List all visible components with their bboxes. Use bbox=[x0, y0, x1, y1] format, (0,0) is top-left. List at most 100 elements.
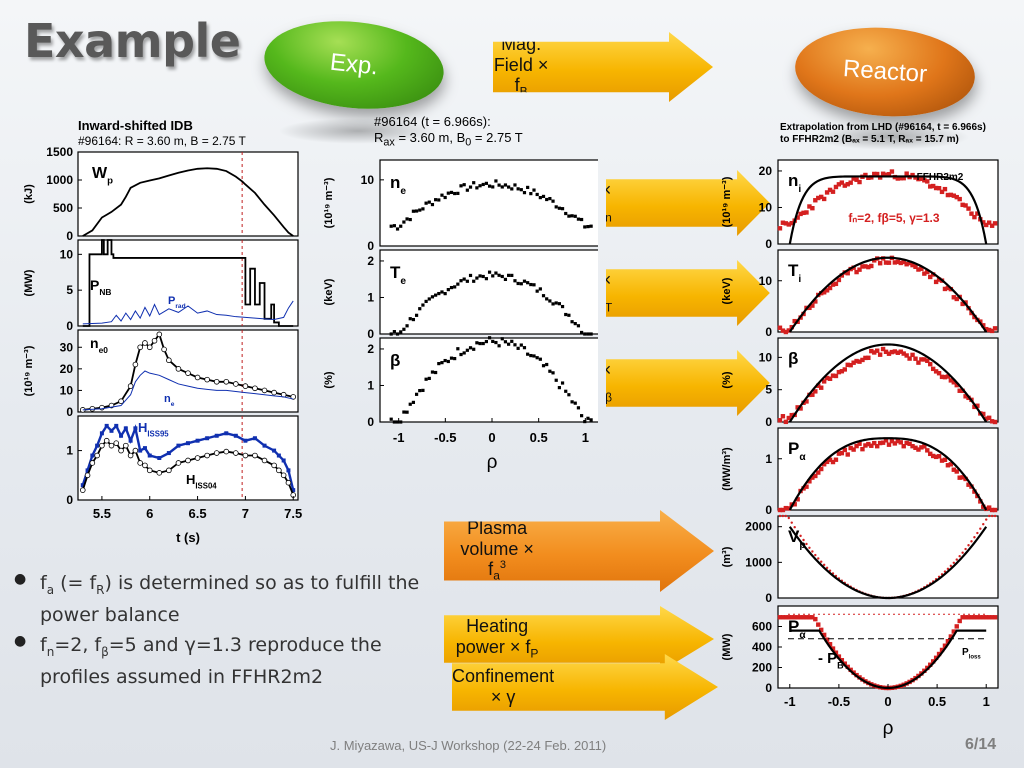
data-point bbox=[507, 185, 511, 189]
data-point bbox=[123, 426, 128, 431]
x-tick-label: 0.5 bbox=[530, 430, 548, 445]
data-point bbox=[114, 423, 119, 428]
bullet-item: fa (= fR) is determined so as to fulfill… bbox=[14, 568, 434, 630]
data-point bbox=[446, 359, 450, 364]
data-point bbox=[816, 622, 821, 627]
data-point bbox=[516, 187, 520, 191]
profile-label: ni bbox=[788, 171, 801, 195]
arrow-fT: × fT bbox=[606, 260, 770, 326]
data-point bbox=[186, 441, 190, 446]
data-point bbox=[933, 454, 939, 460]
data-point bbox=[851, 360, 856, 365]
data-point bbox=[866, 264, 871, 270]
data-point bbox=[814, 553, 817, 557]
data-point bbox=[443, 292, 447, 296]
y-tick-label: 2000 bbox=[745, 520, 772, 534]
data-point bbox=[89, 460, 96, 466]
data-point bbox=[821, 379, 827, 384]
footer-credit: J. Miyazawa, US-J Workshop (22-24 Feb. 2… bbox=[330, 738, 607, 753]
data-point bbox=[984, 326, 989, 332]
data-point bbox=[580, 217, 584, 222]
subplot-frame bbox=[77, 151, 299, 237]
data-point bbox=[475, 341, 479, 345]
data-point bbox=[975, 615, 980, 620]
data-point bbox=[430, 202, 435, 207]
bullet-list: fa (= fR) is determined so as to fulfill… bbox=[14, 568, 434, 693]
pnb-label: PNB bbox=[90, 277, 111, 297]
data-point bbox=[948, 462, 954, 467]
data-point bbox=[842, 661, 847, 666]
data-point bbox=[789, 615, 794, 620]
data-point bbox=[854, 358, 859, 364]
y-axis-label: (MW) bbox=[721, 633, 733, 660]
data-point bbox=[821, 196, 827, 202]
data-point bbox=[975, 211, 980, 216]
data-point bbox=[443, 358, 447, 363]
data-point bbox=[869, 348, 874, 354]
data-point bbox=[830, 373, 836, 378]
data-point bbox=[449, 190, 454, 195]
data-point bbox=[554, 378, 558, 382]
left-panel-title-line1: Inward-shifted IDB bbox=[78, 118, 193, 133]
data-point bbox=[860, 264, 865, 269]
data-point bbox=[85, 468, 90, 473]
data-point bbox=[979, 527, 982, 530]
data-point bbox=[804, 484, 809, 489]
data-point bbox=[930, 366, 936, 372]
data-point bbox=[522, 279, 527, 283]
data-point bbox=[933, 655, 939, 661]
data-point bbox=[898, 260, 903, 266]
data-point bbox=[981, 220, 986, 225]
data-point bbox=[963, 476, 968, 482]
data-point bbox=[142, 462, 148, 469]
data-point bbox=[872, 258, 877, 263]
data-point bbox=[901, 175, 906, 181]
y-tick-label: 5 bbox=[765, 383, 772, 397]
data-point bbox=[942, 374, 948, 380]
data-point bbox=[804, 210, 809, 215]
data-point bbox=[801, 615, 806, 620]
data-point bbox=[854, 269, 859, 275]
data-point bbox=[833, 650, 839, 655]
subplot-frame bbox=[777, 515, 999, 599]
data-point bbox=[992, 419, 998, 425]
data-point bbox=[839, 450, 845, 456]
y-tick-label: 0 bbox=[66, 229, 73, 243]
data-point bbox=[402, 220, 406, 224]
data-point bbox=[948, 192, 954, 198]
data-point bbox=[804, 399, 809, 404]
series-line bbox=[82, 239, 294, 327]
data-point bbox=[987, 514, 991, 518]
data-point bbox=[816, 195, 821, 201]
data-point bbox=[928, 184, 933, 189]
y-tick-label: 0 bbox=[66, 319, 73, 333]
data-point bbox=[780, 507, 786, 513]
data-point bbox=[94, 452, 100, 459]
data-point bbox=[883, 349, 889, 355]
data-point bbox=[526, 185, 530, 190]
data-point bbox=[554, 205, 558, 209]
model-line bbox=[788, 526, 988, 600]
data-point bbox=[939, 374, 945, 380]
y-tick-label: 1 bbox=[765, 452, 772, 466]
data-point bbox=[261, 387, 268, 394]
data-point bbox=[500, 274, 504, 279]
data-point bbox=[904, 171, 909, 176]
data-point bbox=[127, 452, 134, 459]
data-point bbox=[827, 376, 833, 381]
data-point bbox=[810, 392, 815, 397]
data-point bbox=[487, 184, 492, 188]
data-point bbox=[481, 274, 485, 279]
data-point bbox=[963, 615, 968, 620]
y-axis-label: (kJ) bbox=[23, 184, 35, 204]
model-line bbox=[788, 343, 988, 423]
data-point bbox=[411, 400, 416, 404]
data-point bbox=[857, 179, 862, 185]
y-tick-label: 0 bbox=[765, 325, 772, 339]
data-point bbox=[955, 558, 958, 561]
data-point bbox=[919, 266, 924, 271]
data-point bbox=[272, 448, 277, 453]
data-point bbox=[242, 452, 249, 459]
y-axis-label: (10¹⁹ m⁻³) bbox=[23, 345, 35, 396]
data-point bbox=[529, 192, 533, 196]
